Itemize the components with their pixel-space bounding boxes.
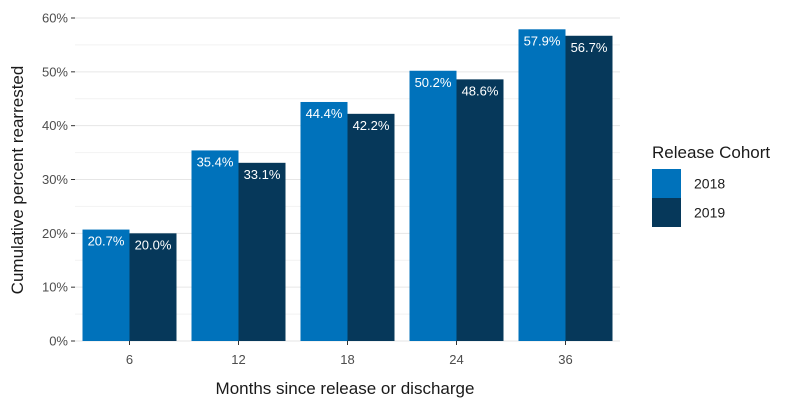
data-label: 20.0% — [135, 237, 172, 252]
x-tick-label: 12 — [231, 352, 245, 367]
legend-swatch-2018 — [652, 169, 681, 198]
data-label: 56.7% — [571, 40, 608, 55]
x-tick-label: 18 — [340, 352, 354, 367]
y-tick-label: 60% — [42, 11, 68, 26]
bar-2018-24 — [409, 70, 457, 342]
legend-label-2019: 2019 — [694, 205, 725, 221]
legend-label-2018: 2018 — [694, 176, 725, 192]
y-axis-title: Cumulative percent rearrested — [8, 66, 27, 295]
y-tick-label: 10% — [42, 280, 68, 295]
x-tick-label: 6 — [126, 352, 133, 367]
bar-2019-36 — [565, 35, 613, 341]
bar-2018-12 — [191, 150, 239, 341]
legend: Release Cohort 2018 2019 — [652, 143, 770, 227]
data-label: 48.6% — [462, 83, 499, 98]
y-axis-ticks: 0% 10% 20% 30% 40% 50% 60% — [42, 11, 75, 349]
bars: 20.7% 20.0% 35.4% 33.1% 44.4% 42.2% 50.2% 48.6%… — [82, 29, 613, 342]
bar-2019-12 — [238, 162, 286, 341]
data-label: 20.7% — [88, 234, 125, 249]
y-tick-label: 40% — [42, 118, 68, 133]
data-label: 42.2% — [353, 118, 390, 133]
bar-2019-6 — [129, 233, 177, 341]
legend-swatch-2019 — [652, 198, 681, 227]
bar-2018-36 — [518, 29, 566, 342]
data-label: 33.1% — [244, 167, 281, 182]
bar-2018-6 — [82, 229, 130, 341]
y-tick-label: 0% — [49, 334, 68, 349]
legend-title: Release Cohort — [652, 143, 770, 162]
y-tick-label: 20% — [42, 226, 68, 241]
data-label: 50.2% — [415, 75, 452, 90]
bar-2019-18 — [347, 113, 395, 341]
y-tick-label: 50% — [42, 64, 68, 79]
x-axis-ticks: 6 12 18 24 36 — [126, 341, 573, 367]
x-tick-label: 36 — [558, 352, 572, 367]
data-label: 57.9% — [524, 33, 561, 48]
x-tick-label: 24 — [449, 352, 463, 367]
data-label: 44.4% — [306, 106, 343, 121]
bar-2018-18 — [300, 101, 348, 341]
y-tick-label: 30% — [42, 172, 68, 187]
bar-2019-24 — [456, 79, 504, 342]
x-axis-title: Months since release or discharge — [216, 379, 475, 398]
data-label: 35.4% — [197, 154, 234, 169]
